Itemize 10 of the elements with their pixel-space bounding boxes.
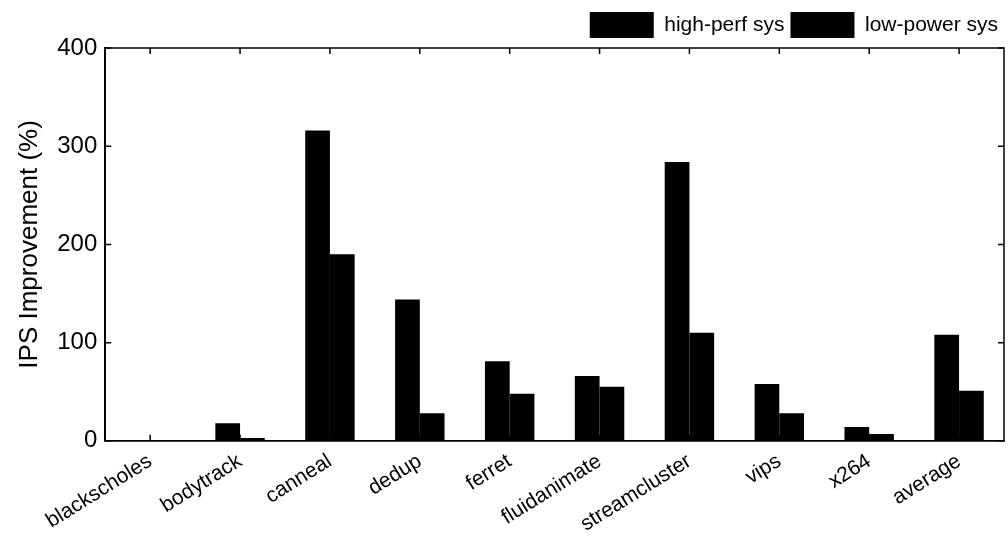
legend-label: low-power sys — [864, 11, 999, 35]
y-tick-label: 300 — [57, 130, 98, 158]
x-tick-label: x264 — [823, 448, 875, 492]
y-tick-label: 400 — [57, 32, 98, 60]
y-tick-label: 0 — [83, 425, 98, 453]
x-tick-label: vips — [740, 448, 785, 488]
legend-label: high-perf sys — [664, 11, 785, 35]
y-tick-label: 200 — [57, 229, 98, 257]
y-axis-title: IPS Improvement (%) — [12, 120, 43, 369]
y-tick-label: 100 — [57, 327, 98, 355]
